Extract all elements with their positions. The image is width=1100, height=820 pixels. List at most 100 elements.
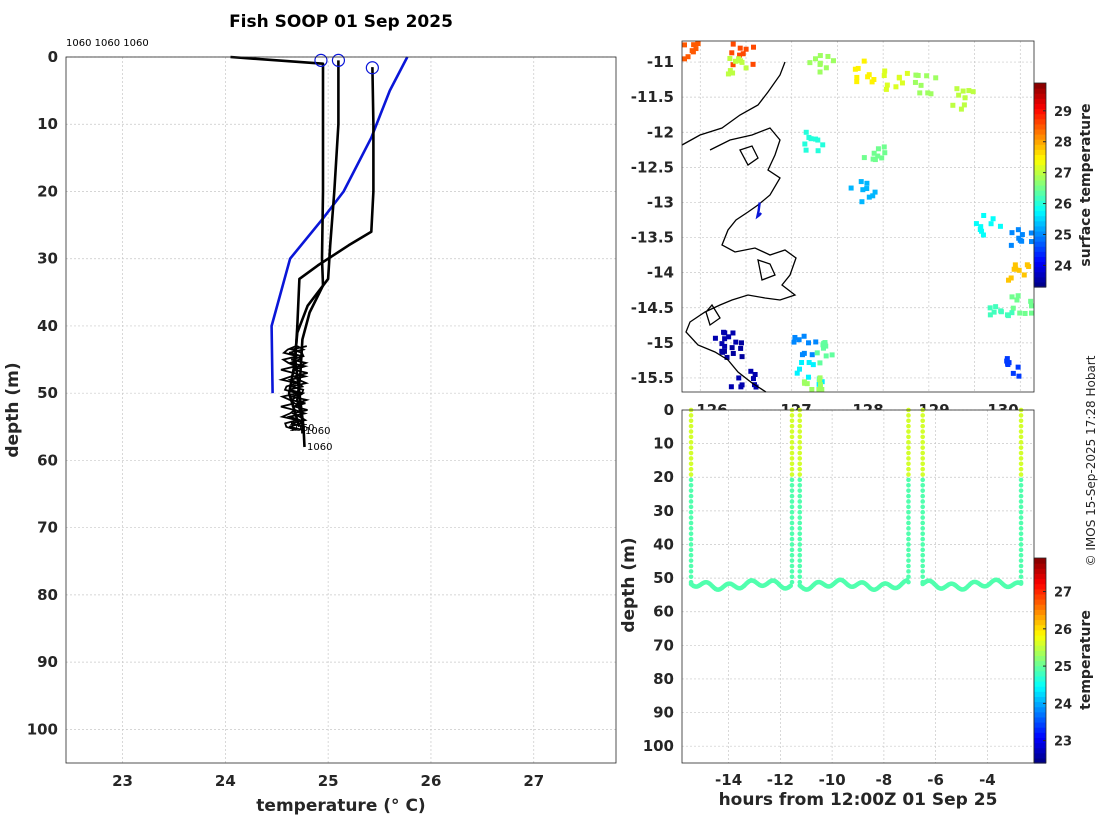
section-cast-point bbox=[797, 472, 803, 477]
section-cast-point bbox=[797, 579, 803, 585]
map-sst-cell bbox=[966, 88, 972, 94]
section-cast-point bbox=[688, 488, 694, 493]
section-cast-point bbox=[920, 569, 926, 574]
map-colorbar-segment bbox=[1034, 118, 1046, 125]
section-cast-point bbox=[789, 558, 795, 563]
profile-series bbox=[230, 55, 409, 448]
section-cast-point bbox=[1018, 574, 1024, 580]
map-sst-cell bbox=[987, 312, 993, 318]
section-cast-point bbox=[789, 547, 795, 553]
map-sst-cell bbox=[736, 375, 742, 381]
section-colorbar-segment bbox=[1034, 752, 1046, 759]
map-sst-cell bbox=[816, 387, 822, 392]
map-sst-cell bbox=[721, 329, 727, 335]
section-colorbar-segment bbox=[1034, 568, 1046, 574]
map-sst-cell bbox=[750, 61, 756, 67]
profile-end-label-2: 1060 bbox=[305, 426, 330, 437]
section-cast-point bbox=[797, 493, 803, 499]
section-colorbar-segment bbox=[1034, 701, 1046, 708]
map-sst-cell bbox=[830, 58, 836, 64]
section-cast-point bbox=[797, 509, 803, 515]
map-colorbar-tick-label: 28 bbox=[1054, 136, 1072, 151]
map-sst-cell bbox=[738, 340, 744, 346]
section-cast-point bbox=[1018, 515, 1024, 520]
map-sst-cell bbox=[805, 374, 811, 380]
profile-surface-marker bbox=[365, 61, 379, 75]
section-cast-point bbox=[789, 429, 795, 434]
map-sst-cell bbox=[871, 77, 877, 83]
map-sst-cell bbox=[796, 337, 802, 343]
map-sst-cell bbox=[792, 334, 798, 340]
map-sst-cell bbox=[804, 381, 810, 387]
section-cast-point bbox=[797, 423, 803, 429]
section-cast-point bbox=[920, 477, 926, 483]
section-cast-point bbox=[797, 542, 803, 547]
section-cast-point bbox=[920, 450, 926, 456]
map-sst-cell bbox=[1010, 370, 1016, 376]
section-colorbar-segment bbox=[1034, 732, 1046, 738]
map-sst-cell bbox=[882, 150, 888, 156]
map-sst-cell bbox=[730, 41, 736, 47]
section-colorbar-segment bbox=[1034, 578, 1046, 585]
map-sst-cell bbox=[875, 146, 881, 152]
map-colorbar-segment bbox=[1034, 179, 1046, 186]
section-colorbar-segment bbox=[1034, 599, 1046, 605]
map-sst-cell bbox=[730, 330, 736, 336]
section-cast-point bbox=[797, 450, 803, 456]
map-sst-cell bbox=[1004, 356, 1010, 362]
section-colorbar-segment bbox=[1034, 711, 1046, 718]
section-colorbar-segment bbox=[1034, 696, 1046, 703]
map-sst-cell bbox=[998, 308, 1004, 314]
section-cast-point bbox=[920, 504, 926, 510]
map-colorbar-segment bbox=[1034, 225, 1046, 232]
map-sst-cell bbox=[820, 142, 826, 148]
section-cast-point bbox=[688, 547, 694, 553]
profile-ticks: 23 24 25 26 27 0 10 20 30 40 50 60 70 80 90 100 bbox=[27, 48, 545, 790]
map-sst-cell bbox=[736, 56, 742, 62]
section-cast-point bbox=[920, 418, 926, 424]
map-sst-cell bbox=[823, 65, 829, 71]
map-sst-cell bbox=[879, 155, 885, 161]
map-colorbar-segment bbox=[1034, 205, 1046, 212]
map-sst-cell bbox=[1009, 294, 1015, 300]
section-colorbar-segment bbox=[1034, 614, 1046, 621]
map-sst-cell bbox=[739, 59, 745, 65]
profile-ytick-label: 60 bbox=[37, 451, 58, 469]
section-colorbar-segment bbox=[1034, 593, 1046, 600]
section-cast-point bbox=[920, 509, 926, 515]
map-sst-cell bbox=[987, 305, 993, 311]
map-colorbar-segment bbox=[1034, 103, 1046, 110]
map-sst-cell bbox=[848, 185, 854, 191]
section-cast-point bbox=[789, 450, 795, 456]
section-cast-point bbox=[920, 466, 926, 472]
map-sst-cell bbox=[814, 350, 820, 356]
map-sst-cell bbox=[871, 150, 877, 156]
section-colorbar-tick-label: 27 bbox=[1054, 586, 1072, 601]
section-cast-point bbox=[797, 439, 803, 445]
map-sst-cell bbox=[1021, 272, 1027, 278]
map-sst-cell bbox=[740, 51, 746, 57]
section-colorbar-segment bbox=[1034, 655, 1046, 662]
section-cast-point bbox=[688, 509, 694, 515]
map-sst-cell bbox=[1011, 266, 1017, 272]
map-sst-cell bbox=[733, 58, 739, 64]
profile-axes-frame bbox=[65, 56, 617, 764]
map-sst-cell bbox=[722, 336, 728, 342]
section-cast-point bbox=[920, 547, 926, 553]
profile-end-label-3: 1060 bbox=[307, 442, 332, 453]
map-sst-cell bbox=[881, 144, 887, 150]
section-colorbar-segment bbox=[1034, 634, 1046, 641]
section-colorbar-segment bbox=[1034, 686, 1046, 692]
section-cast-point bbox=[688, 563, 694, 569]
section-cast-point bbox=[906, 569, 911, 574]
section-cast-point bbox=[688, 466, 694, 472]
map-sst-cell bbox=[933, 75, 939, 81]
map-sst-cell bbox=[861, 58, 867, 64]
profile-ytick-label: 70 bbox=[37, 519, 58, 537]
map-sst-cell bbox=[1029, 303, 1034, 309]
map-sst-cell bbox=[817, 360, 823, 366]
map-sst-cell bbox=[884, 82, 890, 88]
map-sst-cell bbox=[925, 90, 931, 96]
section-cast-point bbox=[688, 531, 694, 537]
